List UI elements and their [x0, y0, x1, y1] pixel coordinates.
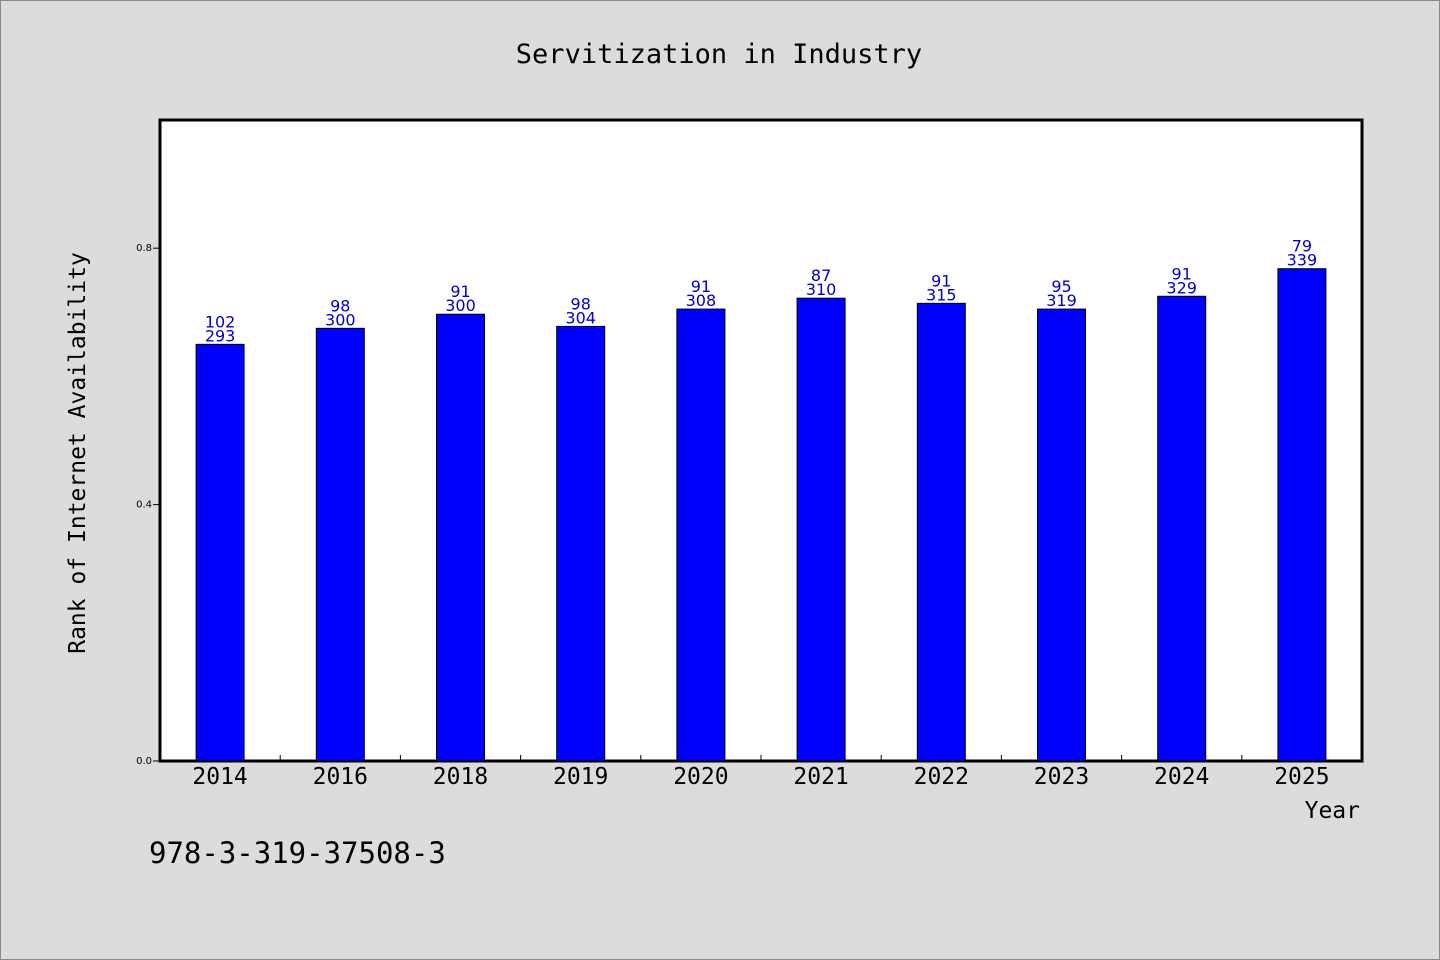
bar-label-bottom-2016: 300 [325, 310, 356, 329]
bar-label-bottom-2014: 293 [205, 326, 236, 345]
bar-label-top-2024: 91 [1172, 264, 1192, 283]
chart-title: Servitization in Industry [516, 39, 922, 70]
bar-2022 [916, 302, 966, 762]
bar-2016 [315, 327, 365, 762]
x-tick-label-2024: 2024 [1154, 764, 1209, 790]
bar-label-bottom-2023: 319 [1046, 291, 1077, 310]
bar-label-top-2019: 98 [571, 294, 591, 313]
bar-label-top-2020: 91 [691, 277, 711, 296]
y-axis-title: Rank of Internet Availability [65, 252, 91, 654]
y-tick-label-0.8: 0.8 [136, 243, 152, 254]
bar-2025 [1277, 268, 1327, 762]
bar-label-top-2016: 98 [330, 296, 350, 315]
bar-label-top-2018: 91 [450, 282, 470, 301]
x-tick-label-2016: 2016 [313, 764, 368, 790]
y-tick-label-0.4: 0.4 [136, 500, 152, 511]
bar-label-bottom-2024: 329 [1166, 278, 1197, 297]
x-tick-label-2025: 2025 [1274, 764, 1329, 790]
bar-label-bottom-2019: 304 [565, 308, 596, 327]
bar-2023 [1037, 308, 1086, 762]
isbn-footer: 978-3-319-37508-3 [149, 836, 446, 870]
x-axis-title: Year [1305, 798, 1360, 824]
bar-label-bottom-2025: 339 [1287, 251, 1318, 270]
x-tick-label-2019: 2019 [553, 764, 608, 790]
bar-label-bottom-2018: 300 [445, 296, 476, 315]
bar-2021 [796, 297, 846, 762]
bar-2024 [1157, 295, 1207, 762]
bar-label-bottom-2020: 308 [686, 291, 717, 310]
bar-label-top-2025: 79 [1292, 237, 1312, 256]
bar-label-top-2014: 102 [205, 312, 236, 331]
x-tick-label-2018: 2018 [433, 764, 488, 790]
bar-label-top-2021: 87 [811, 266, 831, 285]
x-tick-label-2022: 2022 [914, 764, 969, 790]
bar-2019 [556, 325, 606, 762]
y-tick-label-0.0: 0.0 [136, 756, 152, 767]
bar-label-top-2023: 95 [1051, 277, 1071, 296]
bars-layer [195, 268, 1327, 762]
bar-label-bottom-2021: 310 [806, 280, 837, 299]
bar-2018 [436, 313, 485, 762]
bar-2020 [676, 308, 726, 762]
x-tick-label-2014: 2014 [192, 764, 247, 790]
bar-2014 [195, 343, 245, 762]
x-tick-label-2021: 2021 [793, 764, 848, 790]
x-tick-label-2023: 2023 [1034, 764, 1089, 790]
x-tick-label-2020: 2020 [673, 764, 728, 790]
y-axis: 0.0 0.4 0.8 [136, 243, 160, 767]
x-axis: 2014 2016 2018 2019 2020 2021 2022 2023 2024 2025 [192, 755, 1330, 790]
bar-label-bottom-2022: 315 [926, 285, 957, 304]
bar-label-top-2022: 91 [931, 271, 951, 290]
